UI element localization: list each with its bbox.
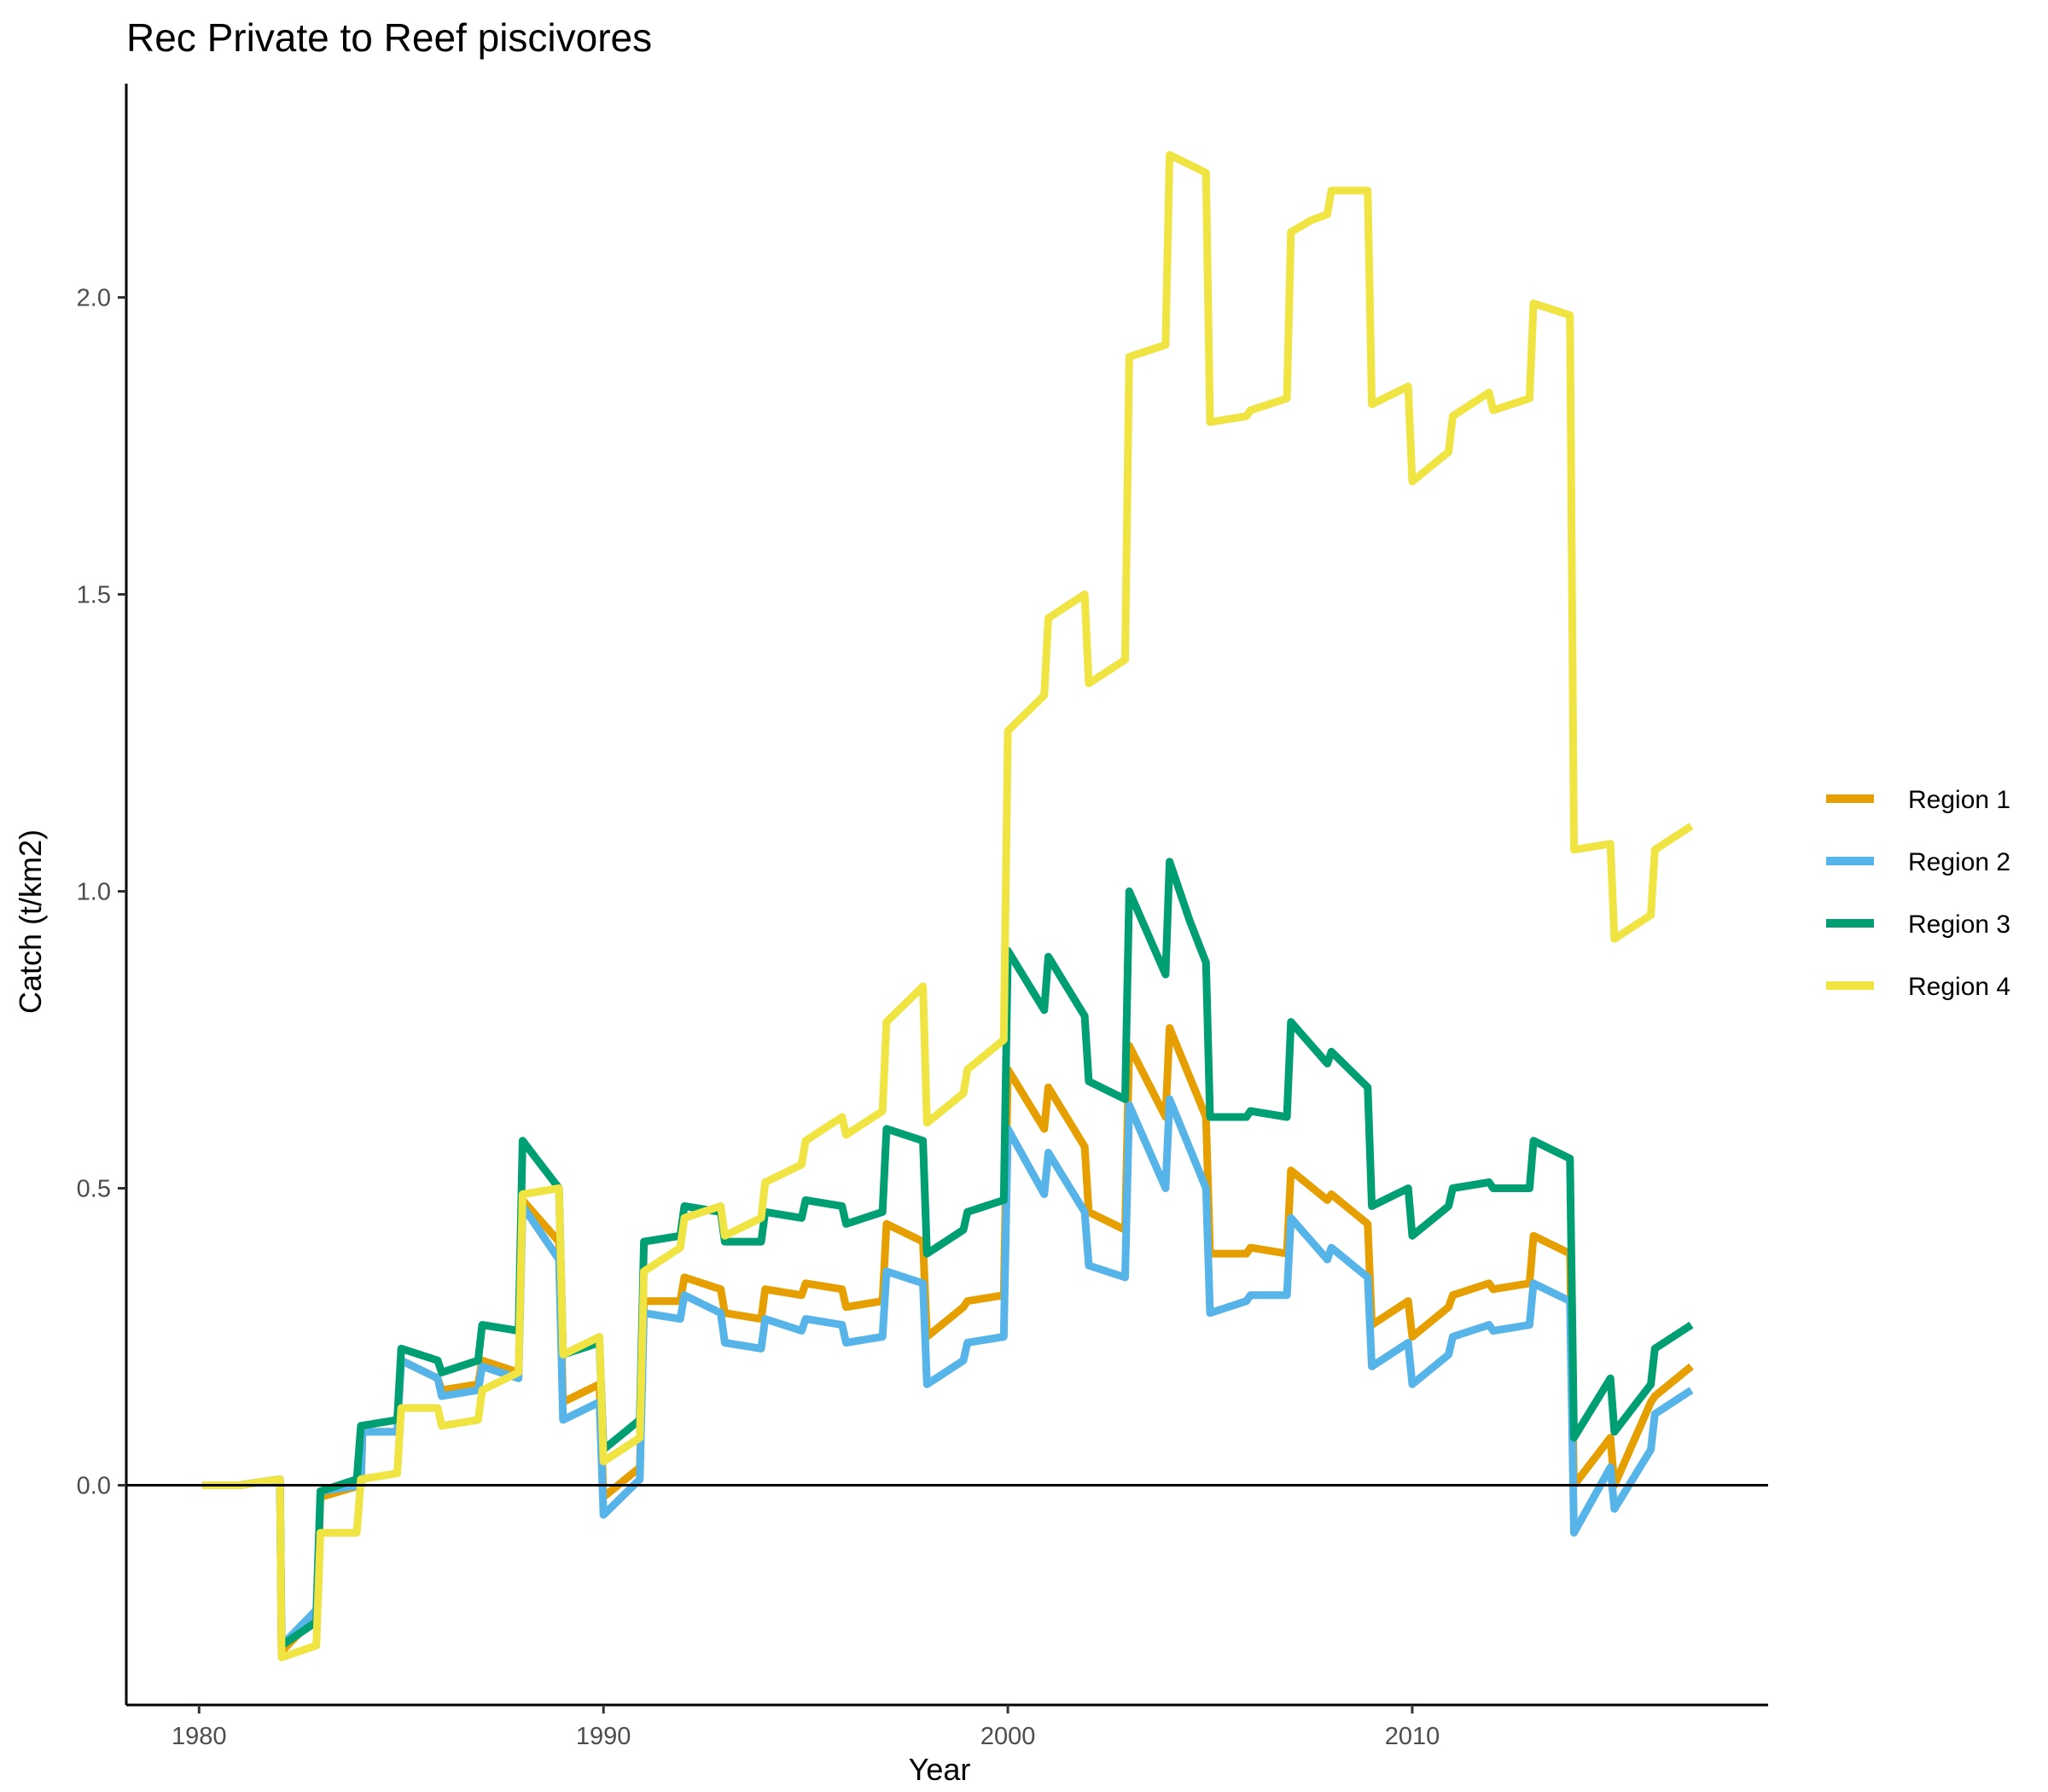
y-tick-label: 1.5: [77, 582, 111, 609]
legend-item-region-4: Region 4: [1826, 973, 2010, 1001]
x-axis-title: Year: [909, 1752, 971, 1787]
chart-title: Rec Private to Reef piscivores: [126, 15, 652, 60]
legend-label: Region 2: [1908, 848, 2010, 876]
x-tick-label: 1990: [576, 1723, 631, 1750]
y-tick-label: 0.0: [77, 1472, 111, 1499]
legend: Region 1 Region 2 Region 3 Region 4: [1826, 786, 2010, 1001]
y-tick-label: 1.0: [77, 879, 111, 906]
series-line-region-2: [202, 1095, 1694, 1649]
x-tick-label: 2000: [980, 1723, 1036, 1750]
y-axis-title: Catch (t/km2): [13, 829, 48, 1014]
plot-area: [202, 151, 1694, 1661]
legend-item-region-2: Region 2: [1826, 848, 2010, 876]
series-line-region-4: [202, 151, 1694, 1661]
legend-label: Region 3: [1908, 911, 2010, 939]
y-tick-label: 0.5: [77, 1176, 111, 1203]
x-tick-label: 1980: [172, 1723, 227, 1750]
y-tick-label: 2.0: [77, 285, 111, 312]
axes: 0.0 0.5 1.0 1.5 2.0 1980 1990 2000 2010: [77, 84, 1768, 1750]
x-tick-label: 2010: [1385, 1723, 1440, 1750]
series-line-region-3: [202, 858, 1694, 1649]
legend-label: Region 1: [1908, 786, 2010, 814]
legend-label: Region 4: [1908, 973, 2010, 1001]
legend-item-region-1: Region 1: [1826, 786, 2010, 814]
legend-item-region-3: Region 3: [1826, 911, 2010, 939]
